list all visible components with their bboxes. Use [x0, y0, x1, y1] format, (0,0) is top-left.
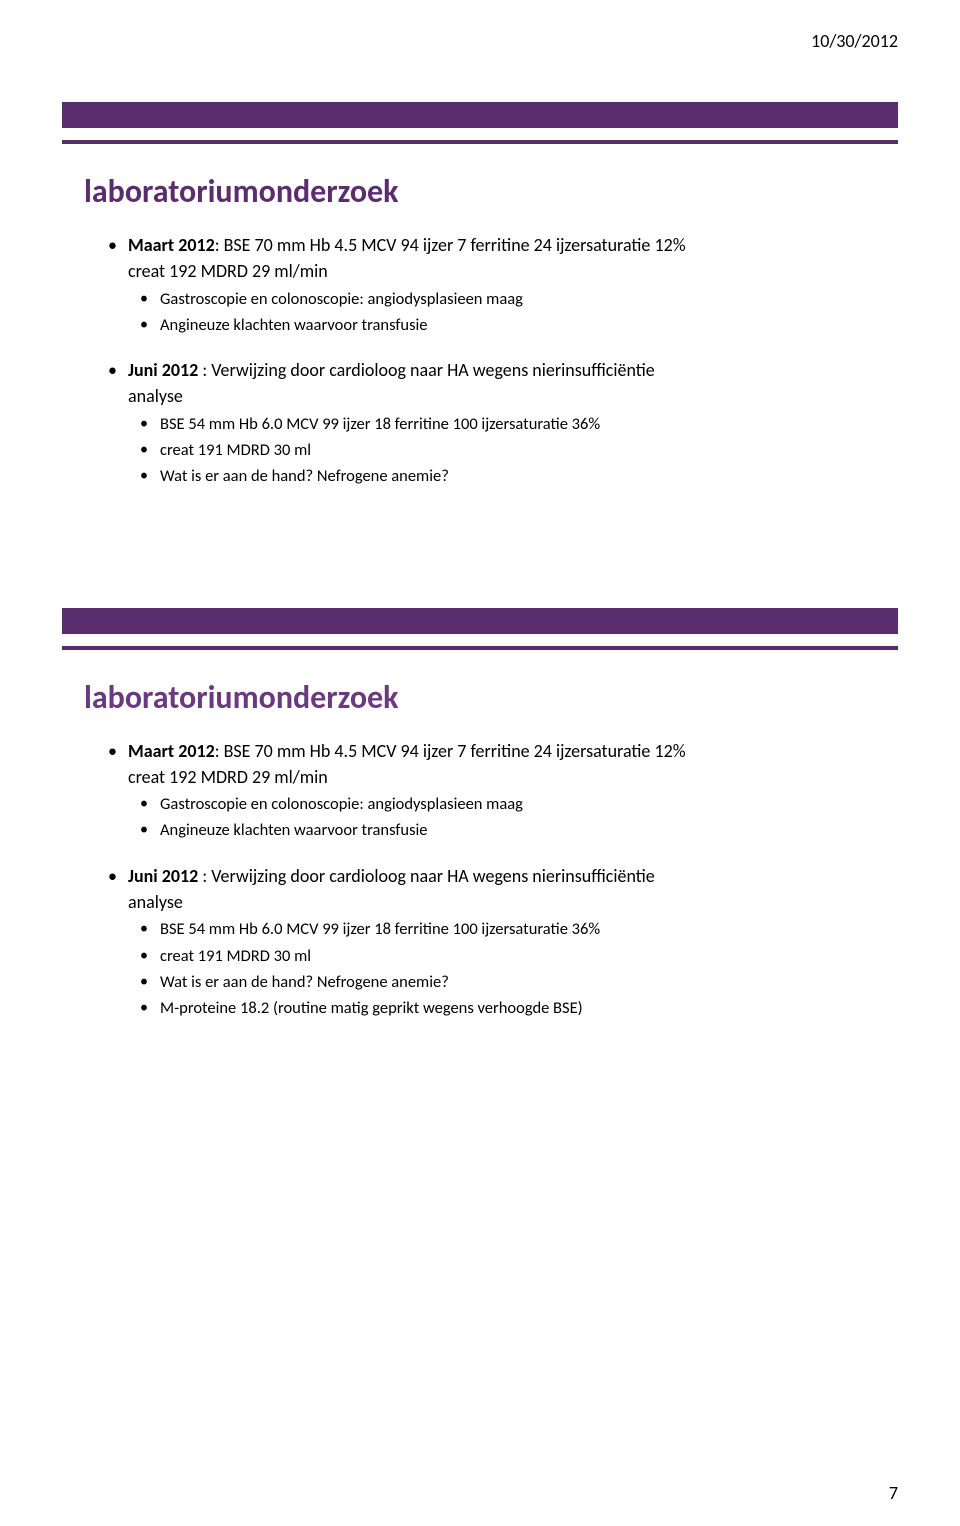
slide-header — [62, 102, 898, 144]
slide-1: laboratoriumonderzoek Maart 2012: BSE 70… — [62, 102, 898, 512]
bullet-lead: Juni 2012 — [128, 359, 198, 381]
document-page: 10/30/2012 laboratoriumonderzoek Maart 2… — [0, 0, 960, 1526]
sub-bullet-item: creat 191 MDRD 30 ml — [140, 945, 872, 967]
sub-bullet-item: M-proteine 18.2 (routine matig geprikt w… — [140, 997, 872, 1019]
bullet-lead: Maart 2012 — [128, 234, 215, 256]
bullet-item: Juni 2012 : Verwijzing door cardioloog n… — [108, 864, 872, 888]
page-number: 7 — [889, 1482, 898, 1504]
sub-bullet-item: Angineuze klachten waarvoor transfusie — [140, 819, 872, 841]
sub-bullet-item: Gastroscopie en colonoscopie: angiodyspl… — [140, 288, 872, 310]
bullet-continuation: creat 192 MDRD 29 ml/min — [108, 259, 872, 283]
sub-bullet-item: creat 191 MDRD 30 ml — [140, 439, 872, 461]
bullet-text: : Verwijzing door cardioloog naar HA weg… — [198, 865, 654, 887]
bullet-lead: Maart 2012 — [128, 740, 215, 762]
header-bar-thick — [62, 608, 898, 634]
bullet-item: Maart 2012: BSE 70 mm Hb 4.5 MCV 94 ijze… — [108, 233, 872, 257]
bullet-lead: Juni 2012 — [128, 865, 198, 887]
sub-bullet-item: BSE 54 mm Hb 6.0 MCV 99 ijzer 18 ferriti… — [140, 918, 872, 940]
page-date: 10/30/2012 — [62, 30, 898, 52]
sub-bullet-item: Gastroscopie en colonoscopie: angiodyspl… — [140, 793, 872, 815]
slide-header — [62, 608, 898, 650]
bullet-text: : Verwijzing door cardioloog naar HA weg… — [198, 359, 654, 381]
sub-bullet-item: BSE 54 mm Hb 6.0 MCV 99 ijzer 18 ferriti… — [140, 413, 872, 435]
bullet-continuation: analyse — [108, 890, 872, 914]
bullet-item: Maart 2012: BSE 70 mm Hb 4.5 MCV 94 ijze… — [108, 739, 872, 763]
bullet-item: Juni 2012 : Verwijzing door cardioloog n… — [108, 358, 872, 382]
slide-title: laboratoriumonderzoek — [62, 650, 898, 731]
sub-bullet-item: Wat is er aan de hand? Nefrogene anemie? — [140, 971, 872, 993]
bullet-continuation: creat 192 MDRD 29 ml/min — [108, 765, 872, 789]
sub-bullet-item: Angineuze klachten waarvoor transfusie — [140, 314, 872, 336]
sub-bullet-item: Wat is er aan de hand? Nefrogene anemie? — [140, 465, 872, 487]
slide-body: Maart 2012: BSE 70 mm Hb 4.5 MCV 94 ijze… — [62, 225, 898, 512]
slide-title: laboratoriumonderzoek — [62, 144, 898, 225]
bullet-text: : BSE 70 mm Hb 4.5 MCV 94 ijzer 7 ferrit… — [215, 740, 686, 762]
header-bar-thick — [62, 102, 898, 128]
slide-body: Maart 2012: BSE 70 mm Hb 4.5 MCV 94 ijze… — [62, 731, 898, 1044]
bullet-continuation: analyse — [108, 384, 872, 408]
bullet-text: : BSE 70 mm Hb 4.5 MCV 94 ijzer 7 ferrit… — [215, 234, 686, 256]
slide-2: laboratoriumonderzoek Maart 2012: BSE 70… — [62, 608, 898, 1044]
